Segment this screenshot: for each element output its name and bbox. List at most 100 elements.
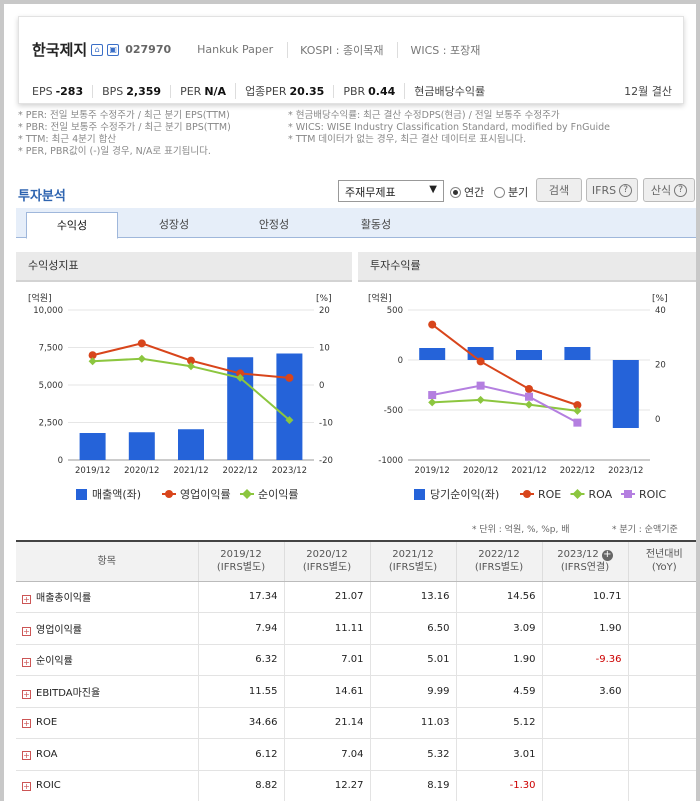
help-icon: ? bbox=[674, 183, 688, 197]
page: 한국제지 ⌂ ▣ 027970 Hankuk Paper KOSPI : 종이목… bbox=[4, 4, 696, 801]
table-cell: 3.60 bbox=[541, 675, 628, 708]
radio-quarter[interactable]: 분기 bbox=[494, 184, 528, 200]
expand-icon[interactable]: + bbox=[22, 750, 31, 760]
row-label[interactable]: + 영업이익률 bbox=[16, 612, 198, 645]
table-row: + EBITDA마진율 11.55 14.61 9.99 4.59 3.60 bbox=[16, 675, 696, 708]
point-영업이익률 bbox=[236, 369, 245, 378]
home-icon[interactable]: ⌂ bbox=[91, 43, 104, 56]
left-tick-label: 2,500 bbox=[39, 419, 63, 429]
x-tick-label: 2020/12 bbox=[463, 466, 498, 476]
tab-stability[interactable]: 안정성 bbox=[258, 218, 290, 231]
x-tick-label: 2019/12 bbox=[75, 466, 110, 476]
left-tick-label: 0 bbox=[58, 456, 63, 466]
ir-icon[interactable]: ▣ bbox=[107, 43, 120, 56]
table-cell bbox=[541, 770, 628, 801]
right-tick-label: -20 bbox=[319, 456, 333, 466]
tab-profitability[interactable]: 수익성 bbox=[26, 212, 118, 239]
bar-2019/12 bbox=[419, 348, 446, 360]
table-cell: 14.56 bbox=[455, 581, 542, 613]
x-tick-label: 2023/12 bbox=[608, 466, 643, 476]
table-row: + ROA 6.12 7.04 5.32 3.01 bbox=[16, 738, 696, 771]
point-ROA bbox=[525, 400, 533, 409]
table-row: + 순이익률 6.32 7.01 5.01 1.90 -9.36 bbox=[16, 644, 696, 676]
bar-2021/12 bbox=[178, 429, 204, 460]
table-cell: 1.90 bbox=[541, 612, 628, 645]
table-cell: 5.12 bbox=[455, 707, 542, 739]
row-label[interactable]: + 매출총이익률 bbox=[16, 581, 198, 613]
left-tick-label: 5,000 bbox=[39, 381, 63, 391]
add-column-icon[interactable]: + bbox=[601, 549, 613, 562]
table-cell: -9.36 bbox=[541, 644, 628, 676]
legend-label: 매출액(좌) bbox=[92, 488, 141, 501]
row-label[interactable]: + 순이익률 bbox=[16, 644, 198, 676]
expand-icon[interactable]: + bbox=[22, 689, 31, 699]
table-cell: 11.03 bbox=[369, 707, 456, 739]
point-순이익률 bbox=[285, 416, 294, 425]
series-line-ROIC bbox=[432, 384, 578, 424]
point-ROIC bbox=[573, 418, 582, 427]
expand-icon[interactable]: + bbox=[22, 658, 31, 668]
point-영업이익률 bbox=[137, 339, 146, 348]
table-cell: 7.94 bbox=[197, 612, 284, 645]
expand-icon[interactable]: + bbox=[22, 626, 31, 636]
left-tick-label: -500 bbox=[384, 406, 403, 416]
note: * PER: 전일 보통주 수정주가 / 최근 분기 EPS(TTM) bbox=[18, 110, 230, 121]
help-icon: ? bbox=[619, 183, 633, 197]
table-cell: 6.50 bbox=[369, 612, 456, 645]
expand-icon[interactable]: + bbox=[22, 782, 31, 792]
bar-2023/12 bbox=[276, 353, 303, 460]
table-cell: 7.01 bbox=[283, 644, 370, 676]
left-axis-unit: [억원] bbox=[368, 292, 392, 304]
column-header: 2021/12 (IFRS별도) bbox=[369, 540, 456, 582]
table-cell: -1.30 bbox=[455, 770, 542, 801]
table-row: + 매출총이익률 17.34 21.07 13.16 14.56 10.71 bbox=[16, 581, 696, 613]
legend-swatch bbox=[414, 489, 425, 500]
row-label[interactable]: + ROA bbox=[16, 738, 198, 771]
left-tick-label: -1000 bbox=[378, 456, 403, 466]
x-tick-label: 2020/12 bbox=[124, 466, 159, 476]
ifrs-button[interactable]: IFRS? bbox=[586, 178, 638, 202]
radio-annual[interactable]: 연간 bbox=[450, 184, 484, 200]
point-ROIC bbox=[476, 381, 485, 390]
point-ROIC bbox=[525, 392, 533, 401]
table-cell: 34.66 bbox=[197, 707, 284, 739]
left-axis-unit: [억원] bbox=[28, 292, 52, 304]
table-cell: 14.61 bbox=[283, 675, 370, 708]
row-label[interactable]: + EBITDA마진율 bbox=[16, 675, 198, 708]
statement-select[interactable]: 주재무제표 ▼ bbox=[338, 180, 444, 202]
table-cell: 8.82 bbox=[197, 770, 284, 801]
legend-label: ROIC bbox=[639, 488, 667, 501]
table-cell: 3.09 bbox=[455, 612, 542, 645]
row-label[interactable]: + ROE bbox=[16, 707, 198, 739]
bar-2023/12 bbox=[612, 360, 639, 428]
expand-icon[interactable]: + bbox=[22, 719, 31, 729]
panel-title-profitability: 수익성지표 bbox=[16, 252, 352, 282]
table-cell: 3.01 bbox=[455, 738, 542, 771]
column-header: 2020/12 (IFRS별도) bbox=[283, 540, 370, 582]
table-cell: 8.19 bbox=[369, 770, 456, 801]
column-header: 2023/12 + (IFRS연결) bbox=[541, 540, 628, 582]
table-cell bbox=[627, 581, 696, 613]
legend-label: ROA bbox=[589, 488, 613, 501]
metric-industry-per: 업종PER 20.35 bbox=[235, 83, 333, 99]
formula-button[interactable]: 산식? bbox=[643, 178, 695, 202]
expand-icon[interactable]: + bbox=[22, 595, 31, 605]
tab-growth[interactable]: 성장성 bbox=[158, 218, 190, 231]
english-name: Hankuk Paper bbox=[197, 43, 274, 56]
tab-activity[interactable]: 활동성 bbox=[360, 218, 392, 231]
metric-bps: BPS 2,359 bbox=[92, 84, 170, 98]
right-tick-label: 0 bbox=[319, 381, 324, 391]
point-순이익률 bbox=[137, 354, 146, 363]
table-cell: 7.04 bbox=[283, 738, 370, 771]
table-cell: 9.99 bbox=[369, 675, 456, 708]
table-cell: 11.11 bbox=[283, 612, 370, 645]
point-ROE bbox=[428, 320, 437, 329]
search-button[interactable]: 검색 bbox=[536, 178, 582, 202]
row-label[interactable]: + ROIC bbox=[16, 770, 198, 801]
metric-pbr: PBR 0.44 bbox=[333, 84, 404, 98]
stock-code: 027970 bbox=[125, 43, 172, 56]
table-row: + 영업이익률 7.94 11.11 6.50 3.09 1.90 bbox=[16, 612, 696, 645]
table-cell: 4.59 bbox=[455, 675, 542, 708]
legend-marker bbox=[572, 489, 583, 499]
left-tick-label: 0 bbox=[398, 356, 403, 366]
